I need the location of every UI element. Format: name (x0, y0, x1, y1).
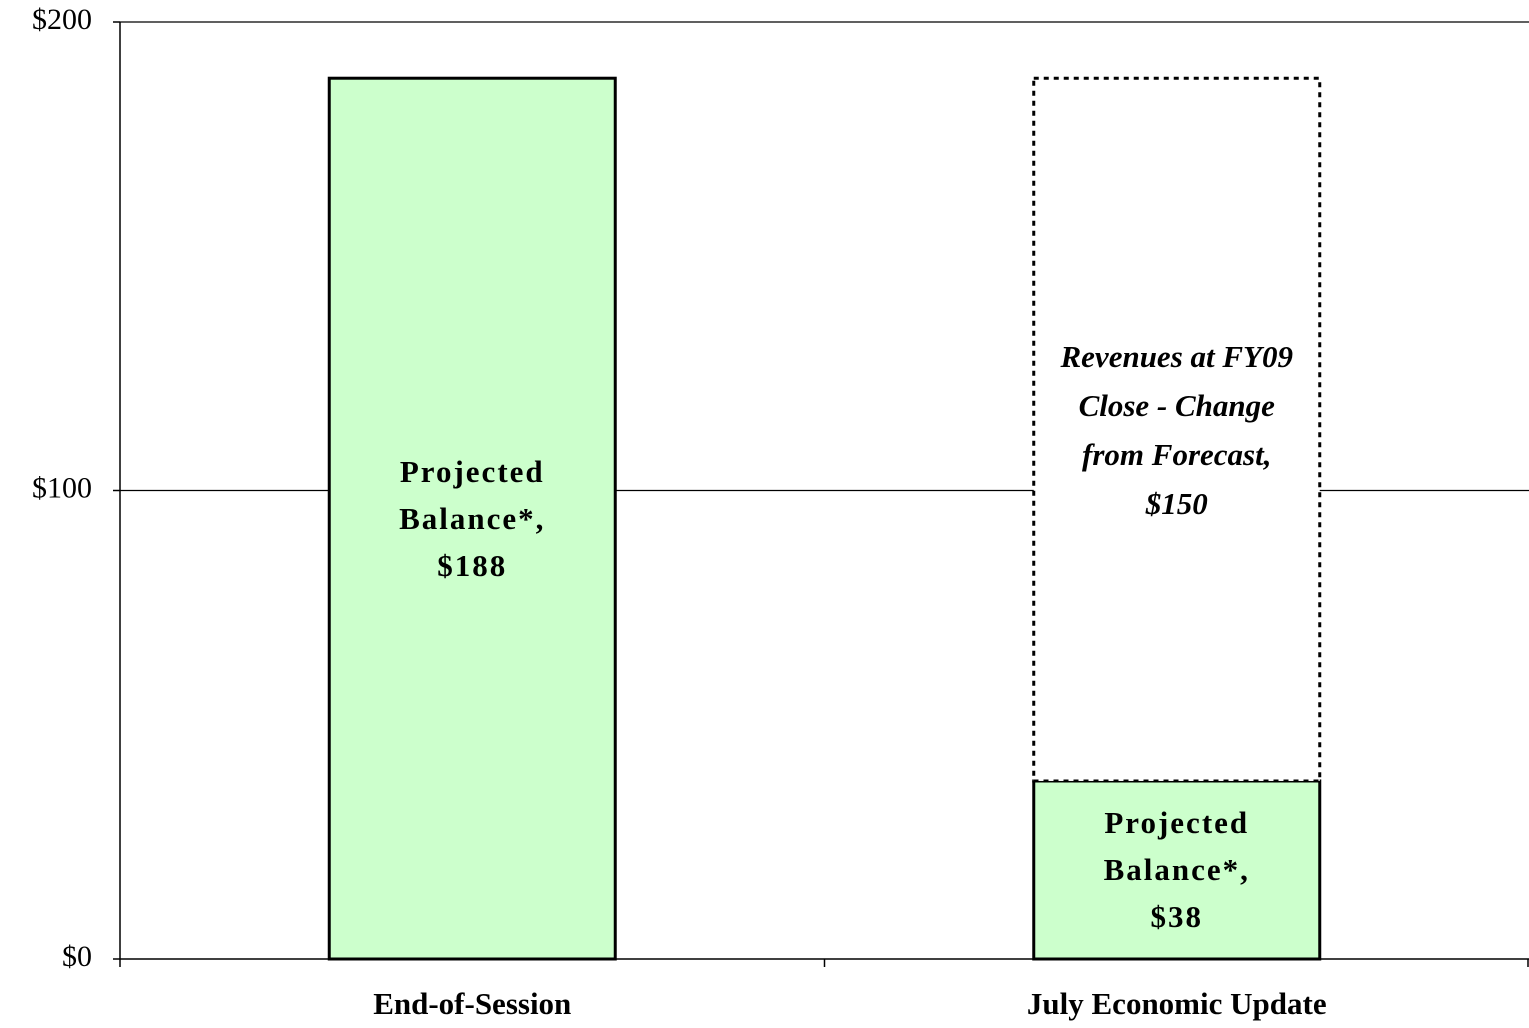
bar-segment (1032, 779, 1322, 961)
x-tick-label: End-of-Session (373, 986, 571, 1021)
data-label-box: Projected Balance*, $188 (399, 454, 546, 584)
y-tick-label: $100 (32, 471, 92, 504)
data-label-box: Revenues at FY09 Close - Change from For… (1060, 338, 1294, 521)
data-label-box: Projected Balance*, $38 (1103, 805, 1250, 935)
data-label: Projected Balance*, $188 (399, 454, 546, 584)
x-tick-label: July Economic Update (1027, 986, 1327, 1021)
data-label: Projected Balance*, $38 (1103, 805, 1250, 935)
bar-segment (327, 76, 617, 961)
y-tick-label: $200 (32, 3, 92, 36)
y-tick-label: $0 (62, 940, 92, 973)
data-label: Revenues at FY09 Close - Change from For… (1060, 338, 1294, 521)
bar-segment (1032, 76, 1322, 783)
